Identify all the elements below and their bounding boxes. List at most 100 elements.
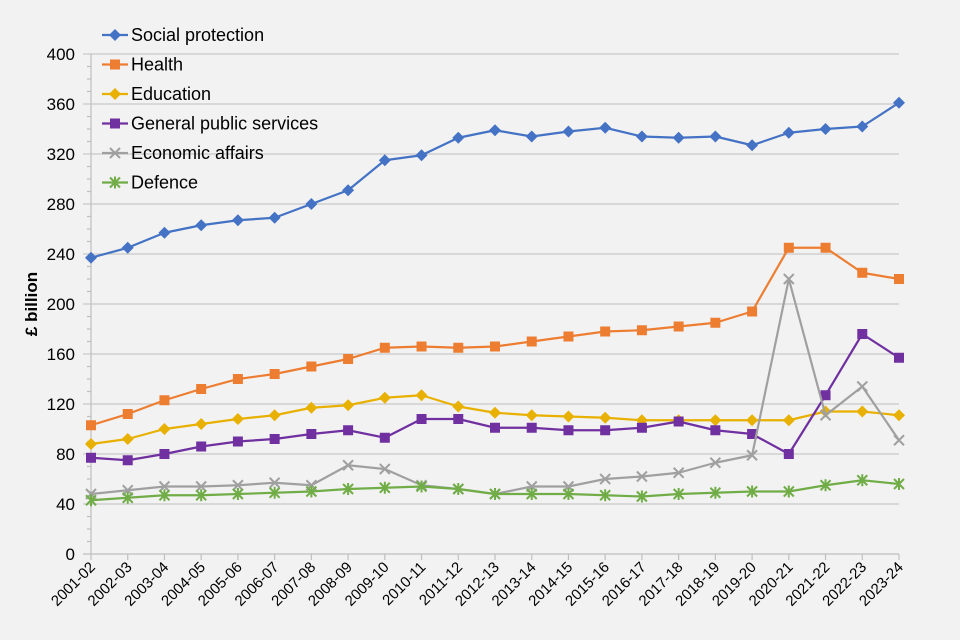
y-tick-label: 280 bbox=[47, 195, 75, 214]
data-point-health bbox=[710, 317, 721, 328]
data-point-education bbox=[893, 409, 905, 422]
data-point-education bbox=[489, 406, 501, 419]
data-point-social-protection bbox=[121, 241, 134, 254]
data-point-education bbox=[709, 414, 722, 427]
legend-item-defence: Defence bbox=[102, 173, 198, 193]
series-general-public-services bbox=[86, 329, 904, 466]
data-point-education bbox=[378, 391, 391, 404]
data-point-general-public-services bbox=[453, 414, 464, 424]
data-point-economic-affairs bbox=[856, 380, 868, 393]
data-point-social-protection bbox=[746, 139, 759, 152]
y-tick-label: 120 bbox=[47, 395, 75, 414]
data-point-defence bbox=[636, 490, 648, 503]
data-point-general-public-services bbox=[122, 455, 133, 466]
series-defence bbox=[85, 474, 905, 507]
legend-marker-defence bbox=[109, 176, 121, 189]
data-point-general-public-services bbox=[710, 425, 721, 436]
y-tick-label: 240 bbox=[47, 245, 75, 264]
series-line-education bbox=[90, 394, 900, 446]
data-point-general-public-services bbox=[343, 425, 354, 436]
data-point-social-protection bbox=[195, 219, 208, 232]
y-tick-label: 40 bbox=[56, 495, 75, 514]
data-point-education bbox=[525, 409, 538, 422]
data-point-defence bbox=[305, 485, 318, 498]
data-point-general-public-services bbox=[526, 422, 537, 433]
data-point-general-public-services bbox=[600, 425, 611, 436]
data-point-social-protection bbox=[672, 131, 685, 144]
data-point-health bbox=[600, 326, 611, 337]
data-point-education bbox=[782, 414, 795, 427]
data-point-economic-affairs bbox=[342, 459, 354, 471]
data-point-defence bbox=[489, 488, 501, 500]
data-point-health bbox=[343, 354, 354, 364]
data-point-health bbox=[379, 342, 390, 353]
data-point-general-public-services bbox=[490, 422, 500, 433]
data-point-general-public-services bbox=[894, 352, 904, 363]
data-point-economic-affairs bbox=[672, 467, 685, 479]
data-point-social-protection bbox=[231, 214, 244, 227]
series-social-protection bbox=[85, 96, 905, 264]
data-point-social-protection bbox=[635, 130, 648, 143]
data-point-health bbox=[526, 336, 537, 347]
data-point-economic-affairs bbox=[379, 463, 391, 475]
data-point-general-public-services bbox=[747, 429, 758, 439]
data-point-health bbox=[636, 325, 647, 336]
y-tick-label: 80 bbox=[56, 445, 75, 464]
data-point-health bbox=[416, 341, 427, 352]
legend-label: Social protection bbox=[131, 25, 264, 45]
data-point-defence bbox=[379, 481, 391, 494]
data-point-health bbox=[122, 409, 133, 419]
data-point-defence bbox=[268, 486, 281, 499]
data-point-economic-affairs bbox=[746, 449, 758, 461]
data-point-health bbox=[269, 369, 280, 379]
data-point-defence bbox=[232, 488, 244, 500]
data-point-general-public-services bbox=[636, 422, 647, 433]
legend-label: Defence bbox=[131, 173, 198, 193]
data-point-general-public-services bbox=[86, 452, 96, 463]
y-tick-label: 160 bbox=[47, 345, 75, 364]
data-point-defence bbox=[599, 489, 611, 502]
data-point-general-public-services bbox=[269, 434, 280, 444]
data-point-social-protection bbox=[819, 123, 832, 135]
series-lines bbox=[85, 96, 905, 507]
data-point-defence bbox=[342, 483, 354, 495]
data-point-education bbox=[562, 410, 575, 423]
data-point-defence bbox=[85, 494, 97, 507]
data-point-social-protection bbox=[489, 124, 501, 137]
data-point-social-protection bbox=[85, 251, 97, 264]
y-tick-label: 0 bbox=[66, 545, 75, 564]
data-point-education bbox=[231, 413, 244, 425]
data-point-defence bbox=[856, 474, 868, 487]
series-health bbox=[86, 242, 904, 431]
legend-label: Education bbox=[131, 84, 211, 104]
y-axis-title: £ billion bbox=[22, 272, 41, 336]
legend-item-economic-affairs: Economic affairs bbox=[102, 143, 264, 163]
data-point-economic-affairs bbox=[893, 434, 905, 446]
data-point-education bbox=[268, 409, 281, 422]
legend-marker-economic-affairs bbox=[109, 147, 121, 159]
data-point-health bbox=[563, 331, 574, 342]
data-point-health bbox=[747, 306, 758, 317]
data-point-social-protection bbox=[342, 184, 355, 197]
data-point-health bbox=[196, 384, 207, 394]
data-point-social-protection bbox=[856, 120, 869, 133]
data-point-education bbox=[121, 433, 134, 445]
data-point-education bbox=[599, 411, 612, 424]
data-point-general-public-services bbox=[673, 416, 684, 427]
data-point-economic-affairs bbox=[232, 479, 244, 491]
legend-marker-education bbox=[109, 88, 121, 100]
data-point-social-protection bbox=[268, 211, 281, 224]
data-point-education bbox=[195, 418, 208, 430]
data-point-economic-affairs bbox=[158, 480, 171, 493]
data-point-defence bbox=[452, 483, 464, 495]
data-point-economic-affairs bbox=[783, 273, 795, 285]
data-point-defence bbox=[158, 489, 171, 502]
data-point-general-public-services bbox=[783, 449, 794, 459]
data-point-defence bbox=[783, 485, 795, 498]
y-tick-label: 400 bbox=[47, 45, 75, 64]
data-point-education bbox=[415, 389, 428, 402]
legend-item-education: Education bbox=[102, 84, 211, 104]
data-point-social-protection bbox=[893, 96, 905, 109]
data-point-social-protection bbox=[782, 126, 795, 139]
y-tick-label: 320 bbox=[47, 145, 75, 164]
